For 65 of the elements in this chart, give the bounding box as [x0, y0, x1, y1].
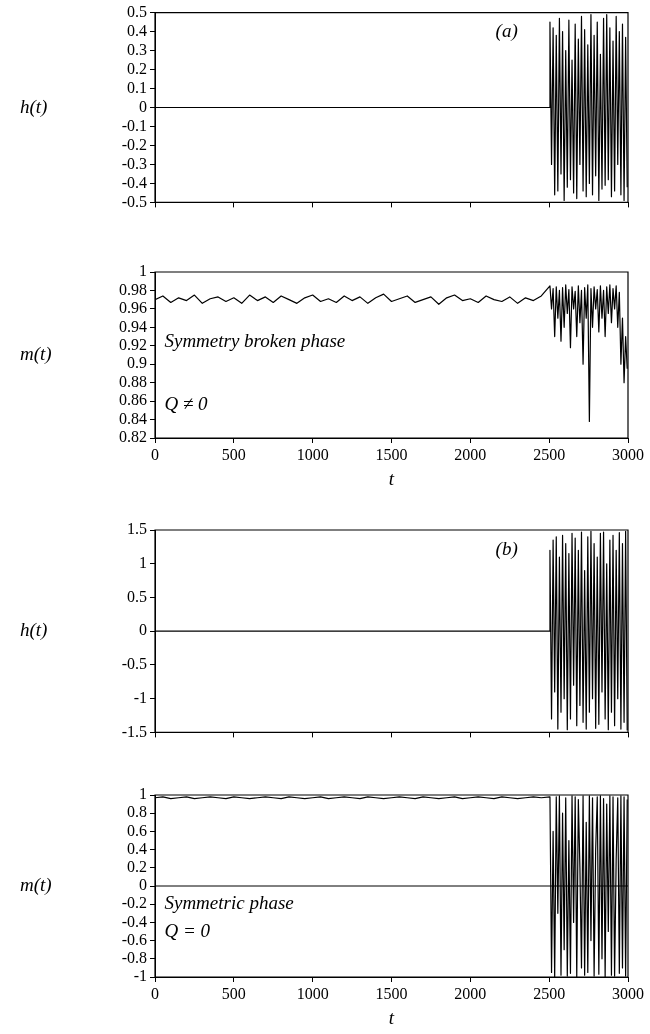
- y-tick-label: 0.88: [119, 372, 147, 390]
- annotation: Symmetry broken phase: [164, 329, 346, 351]
- y-tick-label: 0.4: [127, 839, 147, 857]
- x-tick-label: 1500: [375, 984, 408, 1002]
- y-tick-label: 0.3: [127, 40, 147, 58]
- x-tick-label: 1500: [375, 445, 408, 463]
- y-tick-label: -1: [133, 967, 147, 985]
- y-tick-label: -0.1: [121, 116, 147, 134]
- y-tick-label: 0.9: [127, 354, 147, 372]
- x-tick-label: 0: [151, 984, 159, 1002]
- y-tick-label: -0.2: [121, 894, 147, 912]
- x-tick-label: 500: [221, 984, 246, 1002]
- y-axis-title: h(t): [20, 619, 48, 642]
- y-tick-label: -0.8: [121, 949, 147, 966]
- y-axis-title: h(t): [20, 95, 48, 118]
- x-axis-title: t: [388, 1006, 395, 1028]
- y-tick-label: 1: [139, 262, 147, 280]
- x-axis-title: t: [388, 467, 395, 489]
- y-axis-title: m(t): [20, 874, 52, 896]
- y-tick-label: 0.92: [119, 335, 147, 353]
- x-tick-label: 1000: [296, 445, 329, 463]
- y-tick-label: 1: [139, 553, 147, 571]
- y-tick-label: 0.1: [127, 78, 147, 96]
- y-tick-label: 0.98: [119, 280, 147, 298]
- x-tick-label: 2000: [454, 984, 487, 1002]
- annotation: Q = 0: [164, 919, 211, 941]
- y-tick-label: 0: [139, 876, 147, 894]
- x-tick-label: 2000: [454, 445, 487, 463]
- y-tick-label: -0.4: [121, 173, 147, 191]
- annotation: Symmetric phase: [164, 892, 294, 914]
- y-tick-label: 0.2: [127, 59, 147, 77]
- x-tick-label: 0: [151, 445, 159, 463]
- y-tick-label: 0.84: [119, 409, 147, 427]
- y-tick-label: -1: [133, 688, 147, 706]
- y-tick-label: 0.4: [127, 21, 147, 39]
- x-tick-label: 2500: [533, 984, 566, 1002]
- y-tick-label: 0.6: [127, 821, 147, 839]
- y-tick-label: 1.5: [127, 520, 147, 538]
- x-tick-label: 3000: [612, 445, 644, 463]
- x-tick-label: 2500: [533, 445, 566, 463]
- y-tick-label: 0.2: [127, 858, 147, 875]
- y-tick-label: 0.5: [127, 2, 147, 20]
- y-tick-label: -0.2: [121, 135, 147, 153]
- y-tick-label: -0.4: [121, 912, 147, 930]
- y-tick-label: -0.6: [121, 930, 147, 948]
- x-tick-label: 3000: [612, 984, 644, 1002]
- y-tick-label: 0.94: [119, 317, 147, 335]
- y-tick-label: 0.96: [119, 299, 147, 317]
- x-tick-label: 500: [221, 445, 246, 463]
- y-tick-label: -1.5: [121, 722, 147, 740]
- y-tick-label: -0.5: [121, 655, 147, 673]
- y-tick-label: 0: [139, 621, 147, 639]
- y-tick-label: 1: [139, 785, 147, 803]
- annotation: Q ≠ 0: [164, 392, 209, 414]
- x-tick-label: 1000: [296, 984, 329, 1002]
- y-tick-label: 0: [139, 97, 147, 115]
- y-tick-label: 0.5: [127, 587, 147, 605]
- y-axis-title: m(t): [20, 343, 52, 365]
- annotation: (a): [495, 19, 518, 42]
- y-tick-label: -0.5: [121, 192, 147, 210]
- annotation: (b): [495, 538, 518, 561]
- y-tick-label: 0.82: [119, 428, 147, 446]
- y-tick-label: -0.3: [121, 154, 147, 172]
- y-tick-label: 0.86: [119, 391, 147, 409]
- y-tick-label: 0.8: [127, 803, 147, 821]
